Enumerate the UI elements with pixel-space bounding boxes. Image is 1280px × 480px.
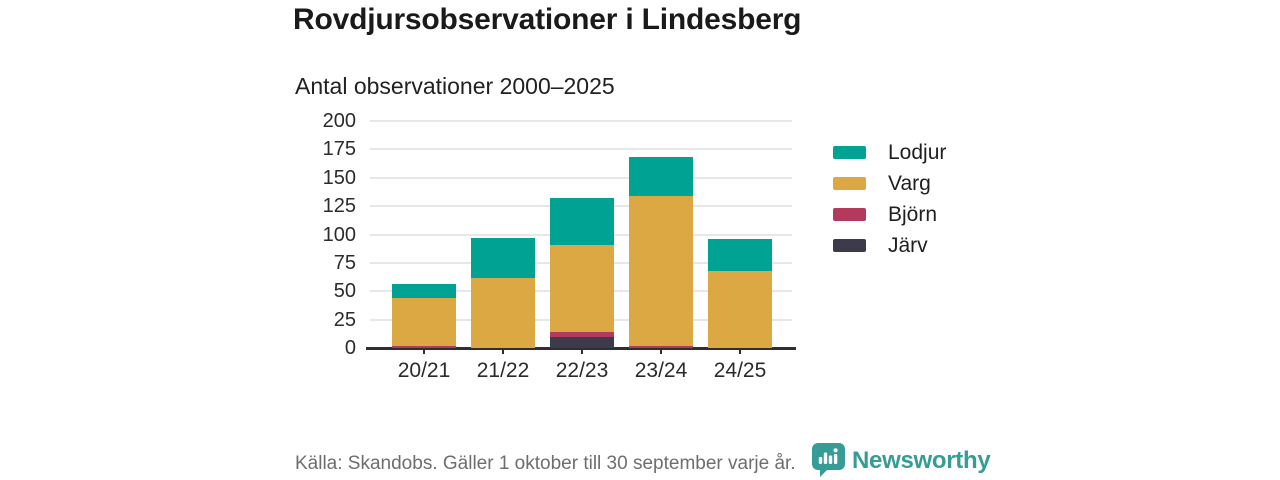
x-axis-tick xyxy=(502,348,504,354)
legend-swatch xyxy=(833,238,866,252)
x-axis-tick xyxy=(423,348,425,354)
y-axis-label: 75 xyxy=(333,251,356,274)
x-axis-label: 24/25 xyxy=(713,359,767,382)
bar-segment-lodjur xyxy=(708,239,772,271)
bar-segment-bjorn xyxy=(550,332,614,337)
legend-label: Varg xyxy=(888,171,931,195)
bar-segment-varg xyxy=(392,298,456,346)
bar-segment-varg xyxy=(550,244,614,333)
y-axis-label: 175 xyxy=(322,138,356,161)
legend-item-bjorn: Björn xyxy=(833,202,946,226)
bar-segment-varg xyxy=(471,277,535,348)
gridline xyxy=(370,120,792,122)
x-axis-tick xyxy=(739,348,741,354)
legend-item-varg: Varg xyxy=(833,171,946,195)
bar-stack-21-22 xyxy=(471,121,535,348)
plot-area: 20/21 21/22 22/23 23/24 24/25 xyxy=(366,120,796,382)
legend: Lodjur Varg Björn Järv xyxy=(833,142,946,266)
x-axis-label: 21/22 xyxy=(476,359,530,382)
bar-segment-bjorn xyxy=(629,345,693,348)
chart-subtitle: Antal observationer 2000–2025 xyxy=(295,73,615,99)
bar-stack-24-25 xyxy=(708,121,772,348)
brand-wordmark: Newsworthy xyxy=(852,446,991,474)
bar-segment-varg xyxy=(629,195,693,346)
bar-stack-20-21 xyxy=(392,121,456,348)
legend-item-lodjur: Lodjur xyxy=(833,140,947,164)
legend-swatch xyxy=(833,207,866,221)
x-axis-label: 22/23 xyxy=(555,359,609,382)
bar-segment-lodjur xyxy=(471,237,535,278)
y-axis-label: 0 xyxy=(344,337,356,359)
bar-segment-lodjur xyxy=(392,284,456,299)
y-axis-label: 100 xyxy=(322,223,356,246)
x-axis-tick xyxy=(581,348,583,354)
y-axis-label: 25 xyxy=(333,308,356,331)
legend-swatch xyxy=(833,176,866,190)
y-axis: 0 25 50 75 100 125 150 175 200 xyxy=(0,111,356,358)
bar-stack-23-24 xyxy=(629,121,693,348)
bar-segment-jarv xyxy=(550,336,614,348)
bar-segment-varg xyxy=(708,270,772,348)
legend-label: Lodjur xyxy=(888,140,947,164)
y-axis-label: 150 xyxy=(322,166,356,189)
bar-segment-lodjur xyxy=(629,157,693,196)
gridline xyxy=(370,148,792,151)
y-axis-label: 200 xyxy=(322,110,356,132)
page-title: Rovdjursobservationer i Lindesberg xyxy=(293,3,802,36)
y-axis-label: 125 xyxy=(322,195,356,218)
bar-segment-bjorn xyxy=(392,345,456,348)
legend-item-jarv: Järv xyxy=(833,233,946,257)
bar-segment-lodjur xyxy=(550,198,614,245)
y-axis-label: 50 xyxy=(333,280,356,303)
legend-label: Björn xyxy=(888,202,938,226)
brand-footer: Newsworthy xyxy=(812,443,991,478)
bar-stack-22-23 xyxy=(550,121,614,348)
gridline xyxy=(370,176,792,179)
source-note: Källa: Skandobs. Gäller 1 oktober till 3… xyxy=(295,453,796,474)
x-axis-tick xyxy=(660,348,662,354)
legend-swatch xyxy=(833,145,866,159)
newsworthy-logo-icon xyxy=(812,443,845,477)
x-axis-label: 20/21 xyxy=(397,359,451,382)
x-axis-label: 23/24 xyxy=(634,359,688,382)
legend-label: Järv xyxy=(888,233,928,257)
